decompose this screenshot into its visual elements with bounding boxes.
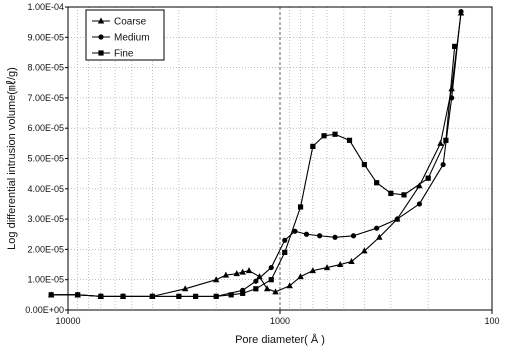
fine-data-point [310,143,316,149]
coarse-data-point [212,276,220,283]
legend-label-coarse: Coarse [114,17,147,28]
legend-label-medium: Medium [114,33,150,44]
fine-data-point [425,175,431,181]
coarse-data-point [256,273,263,280]
fine-data-point [374,180,380,186]
series-line-fine [51,46,456,297]
square-marker-icon [98,50,104,56]
coarse-data-point [239,268,246,275]
coarse-data-point [245,267,253,274]
fine-data-point [361,161,367,168]
coarse-data-point [337,261,344,268]
coarse-data-point [437,139,444,146]
medium-data-point [332,234,338,240]
y-tick-label: 4.00E-05 [27,184,64,194]
medium-data-point [440,161,446,168]
x-tick-label: 10000 [55,316,80,326]
legend-entry-fine: Fine [92,49,134,60]
medium-data-point [292,228,298,234]
medium-data-point [374,225,380,231]
grid [67,6,493,311]
y-tick-label: 9.00E-05 [27,32,64,42]
fine-data-point [388,190,394,196]
y-tick-label: 1.00E-05 [27,275,64,285]
fine-data-point [120,293,126,299]
y-tick-label: 2.00E-05 [27,244,64,254]
fine-data-point [268,277,274,283]
medium-data-point [394,216,400,222]
triangle-marker-icon [97,17,105,24]
legend-label-fine: Fine [114,49,134,60]
medium-data-point [317,233,323,239]
coarse-data-point [348,258,355,265]
coarse-data-point [309,267,317,274]
fine-data-point [452,43,458,49]
fine-data-point [149,293,155,299]
y-tick-label: 5.00E-05 [27,154,64,164]
y-axis-label: Log differential intrusion volume(㎖/g) [5,67,18,250]
legend-entry-medium: Medium [92,33,150,44]
circle-marker-icon [98,34,104,40]
coarse-data-point [286,282,293,289]
fine-data-point [48,292,54,298]
legend-entry-coarse: Coarse [92,17,147,28]
coarse-data-point [263,285,271,292]
coarse-data-point [416,182,423,189]
fine-data-point [332,131,338,137]
legend: Coarse Medium Fine [85,9,165,61]
fine-data-point [213,293,219,299]
fine-data-point [401,192,407,198]
coarse-data-point [448,85,455,92]
fine-data-point [297,204,304,210]
coarse-data-point [272,288,279,295]
medium-data-point [253,278,259,284]
y-tick-label: 3.00E-05 [27,214,64,224]
coarse-data-point [323,264,331,271]
coarse-data-point [361,247,368,254]
fine-data-point [282,249,288,256]
fine-data-point [176,293,182,299]
y-tick-label: 6.00E-05 [27,123,64,133]
fine-data-point [346,137,353,143]
x-tick-label: 1000 [270,316,290,326]
x-axis-label: Pore diameter( Å ) [235,333,325,346]
medium-data-point [458,8,464,15]
medium-data-point [416,201,423,207]
medium-data-point [303,231,310,237]
medium-data-point [350,233,357,239]
coarse-data-point [376,233,383,240]
y-tick-label: 1.00E-04 [27,2,64,12]
x-axis: 10000 1000 100 [55,310,500,326]
series-layer [48,8,465,299]
fine-data-point [240,290,246,296]
fine-data-point [98,293,104,299]
fine-data-point [75,292,81,298]
coarse-data-point [182,285,189,292]
coarse-data-point [297,273,304,280]
medium-data-point [268,264,274,271]
x-tick-label: 100 [484,316,499,326]
y-axis: 0.00E+00 1.00E-05 2.00E-05 3.00E-05 4.00E-05… [25,2,68,315]
fine-data-point [193,293,199,299]
fine-data-point [443,137,449,143]
fine-data-point [228,292,234,298]
coarse-data-point [233,270,240,277]
fine-data-point [253,286,259,292]
series-fine [48,43,458,299]
y-tick-label: 0.00E+00 [25,305,64,315]
y-tick-label: 8.00E-05 [27,63,64,73]
fine-data-point [321,133,327,139]
y-tick-label: 7.00E-05 [27,93,64,103]
medium-data-point [282,237,288,243]
coarse-data-point [222,271,230,278]
